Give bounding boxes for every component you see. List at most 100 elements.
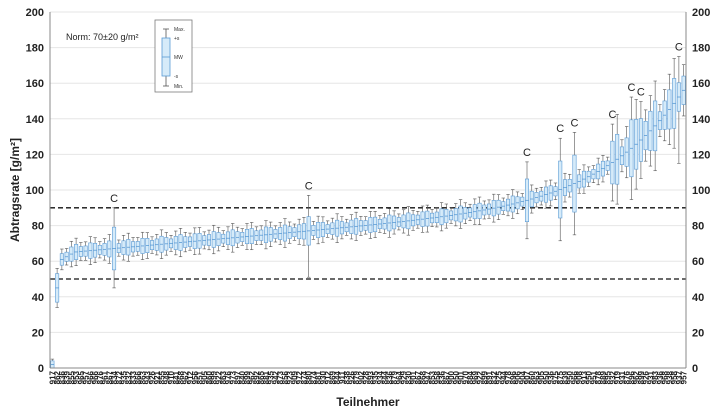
y-axis-title: Abtragsrate [g/m²]	[8, 138, 22, 242]
x-tick-label: 863	[139, 370, 148, 384]
x-tick-label: 905	[200, 370, 209, 384]
x-tick-label: 931	[618, 370, 627, 384]
box-group	[615, 114, 620, 205]
x-tick-label: 935	[120, 370, 129, 384]
legend-label-max: Max.	[174, 27, 185, 33]
legend-label-mw: MW	[174, 55, 183, 61]
x-tick-label: 869	[328, 370, 337, 384]
box-group	[235, 226, 240, 248]
box-group	[515, 191, 520, 215]
box-group	[150, 236, 155, 254]
x-tick-label: 917	[48, 370, 57, 384]
box-group	[249, 222, 254, 251]
x-tick-label: 855	[158, 370, 167, 384]
legend: Max. +s MW -s Min.	[154, 19, 193, 93]
legend-frame	[154, 19, 193, 93]
box-group	[434, 207, 439, 228]
x-tick-label: 936	[547, 370, 556, 384]
x-tick-label: 966	[86, 370, 95, 384]
x-tick-label: 899	[243, 370, 252, 384]
x-tick-label: 876	[96, 370, 105, 384]
y-tick-label-right: 0	[692, 363, 698, 375]
x-tick-label: 865	[257, 370, 266, 384]
x-tick-label: 905	[537, 370, 546, 384]
x-tick-label: 930	[319, 370, 328, 384]
x-tick-label: 878	[594, 370, 603, 384]
x-tick-label: 901	[409, 370, 418, 384]
y-tick-labels-right: 0 20 40 60 80 100 120 140 160 180 200	[692, 7, 710, 375]
box-group	[581, 164, 586, 194]
box-group	[610, 123, 615, 202]
axes	[49, 12, 687, 369]
box-group	[112, 207, 117, 289]
box-group	[605, 156, 610, 175]
box-series	[50, 56, 686, 369]
x-tick-label: 839	[63, 370, 72, 384]
box-group	[330, 217, 335, 240]
box-group	[368, 211, 373, 239]
box-group	[135, 237, 140, 256]
x-tick-label: 838	[343, 370, 352, 384]
x-tick-label: 832	[490, 370, 499, 384]
x-tick-label: 978	[504, 370, 513, 384]
box-group	[520, 193, 525, 211]
box-group	[382, 213, 387, 234]
box-group	[306, 195, 311, 278]
box-group	[577, 169, 582, 194]
x-tick-label: 937	[675, 370, 684, 384]
x-tick-label: 942	[271, 370, 280, 384]
box-group	[107, 234, 112, 264]
y-tick-label-left: 140	[26, 114, 44, 126]
y-tick-label-left: 40	[32, 292, 44, 304]
annotation-c-label: C	[637, 87, 645, 99]
box-group	[638, 101, 643, 179]
x-tick-label: 855	[67, 370, 76, 384]
x-tick-label: 956	[191, 370, 200, 384]
x-tick-labels: 9178628368398559539659579669668769618678…	[48, 370, 688, 384]
box-group	[311, 221, 316, 240]
x-tick-label: 889	[599, 370, 608, 384]
box-group	[244, 223, 249, 250]
x-tick-label: 868	[177, 370, 186, 384]
x-tick-label: 836	[58, 370, 67, 384]
x-tick-label: 911	[338, 370, 347, 383]
x-axis-title: Teilnehmer	[336, 395, 399, 409]
box-group	[254, 226, 259, 245]
box-group	[681, 64, 686, 117]
x-tick-label: 839	[561, 370, 570, 384]
x-tick-label: 963	[532, 370, 541, 384]
x-tick-label: 876	[623, 370, 632, 384]
box-group	[88, 236, 93, 265]
box-group	[501, 197, 506, 215]
box-group	[178, 227, 183, 258]
box-group	[55, 268, 60, 308]
x-tick-label: 968	[661, 370, 670, 384]
box-group	[406, 206, 411, 236]
x-tick-label: 935	[371, 370, 380, 384]
x-tick-label: 856	[281, 370, 290, 384]
box-group	[211, 224, 216, 255]
box-group	[600, 155, 605, 183]
x-tick-label: 875	[556, 370, 565, 384]
box-group	[591, 165, 596, 183]
box-group	[121, 234, 126, 261]
annotation-c-label: C	[110, 193, 118, 205]
box-group	[387, 208, 392, 238]
y-tick-label-right: 200	[692, 7, 710, 19]
x-tick-label: 844	[381, 370, 390, 384]
x-tick-label: 976	[224, 370, 233, 384]
box-group	[64, 248, 69, 266]
box-group	[491, 193, 496, 223]
x-tick-label: 867	[442, 370, 451, 384]
box-group	[316, 215, 321, 245]
x-tick-label: 951	[589, 370, 598, 384]
box-group	[287, 221, 292, 244]
x-tick-label: 958	[433, 370, 442, 384]
box-group	[624, 126, 629, 179]
x-tick-label: 926	[148, 370, 157, 384]
x-tick-label: 966	[91, 370, 100, 384]
box-group	[657, 104, 662, 137]
box-group	[354, 211, 359, 241]
x-tick-label: 892	[252, 370, 261, 384]
x-tick-label: 880	[305, 370, 314, 384]
